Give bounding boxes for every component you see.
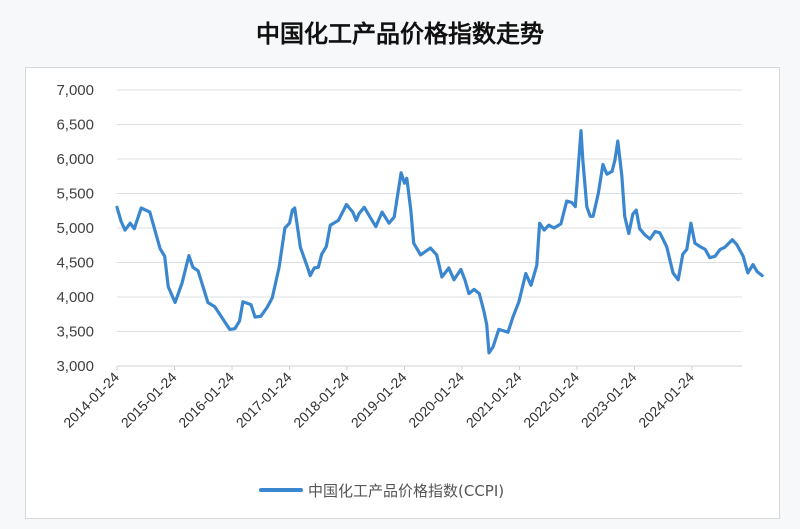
x-tick-label: 2021-01-24: [463, 369, 525, 431]
chart-frame: [25, 67, 780, 519]
x-tick-label: 2016-01-24: [175, 369, 237, 431]
y-tick-label: 7,000: [56, 82, 94, 99]
x-axis-ticks: 2014-01-242015-01-242016-01-242017-01-24…: [60, 366, 697, 431]
x-tick-label: 2014-01-24: [60, 369, 122, 431]
y-tick-label: 4,500: [56, 255, 94, 272]
ccpi-series-line: [115, 129, 764, 355]
x-tick-label: 2015-01-24: [118, 369, 180, 431]
x-tick-label: 2023-01-24: [578, 369, 640, 431]
y-axis-ticks: 3,000 3,500 4,000 4,500 5,000 5,500 6,000 6,500…: [56, 82, 94, 375]
y-tick-label: 6,500: [56, 117, 94, 134]
x-tick-label: 2024-01-24: [635, 369, 697, 431]
y-tick-label: 4,000: [56, 289, 94, 306]
y-tick-label: 3,500: [56, 324, 94, 341]
y-tick-label: 5,000: [56, 220, 94, 237]
x-tick-label: 2018-01-24: [290, 369, 352, 431]
x-tick-label: 2022-01-24: [520, 369, 582, 431]
chart-title: 中国化工产品价格指数走势: [256, 20, 544, 48]
x-tick-label: 2020-01-24: [405, 369, 467, 431]
y-tick-label: 5,500: [56, 186, 94, 203]
y-tick-label: 3,000: [56, 358, 94, 375]
x-tick-label: 2017-01-24: [233, 369, 295, 431]
x-tick-label: 2019-01-24: [348, 369, 410, 431]
y-tick-label: 6,000: [56, 151, 94, 168]
gridlines: [117, 89, 742, 367]
legend: 中国化工产品价格指数(CCPI): [259, 482, 504, 500]
legend-label: 中国化工产品价格指数(CCPI): [308, 482, 504, 500]
